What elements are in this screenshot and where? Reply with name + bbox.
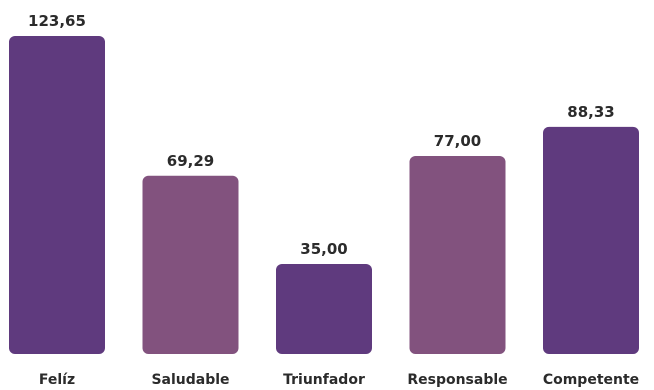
bar-value-label: 35,00: [300, 240, 347, 258]
bar-value-label: 69,29: [167, 152, 214, 170]
bar-saludable: [142, 175, 239, 354]
bar-responsable: [409, 155, 506, 354]
bar-value-label: 123,65: [28, 12, 86, 30]
value-labels-group: 123,65 69,29 35,00 77,00 88,33: [28, 12, 615, 258]
bar-value-label: 77,00: [434, 132, 481, 150]
category-label: Felíz: [39, 372, 75, 388]
category-labels-group: Felíz Saludable Triunfador Responsable Compe…: [39, 372, 639, 388]
category-label: Triunfador: [283, 372, 365, 388]
bar-value-label: 88,33: [567, 103, 614, 121]
bar-triunfador: [276, 263, 372, 354]
category-label: Responsable: [407, 372, 507, 388]
category-label: Competente: [543, 372, 639, 388]
bars-group: [9, 36, 639, 354]
category-label: Saludable: [151, 372, 229, 388]
bar-competente: [543, 126, 639, 354]
bar-fel-z: [9, 36, 105, 354]
